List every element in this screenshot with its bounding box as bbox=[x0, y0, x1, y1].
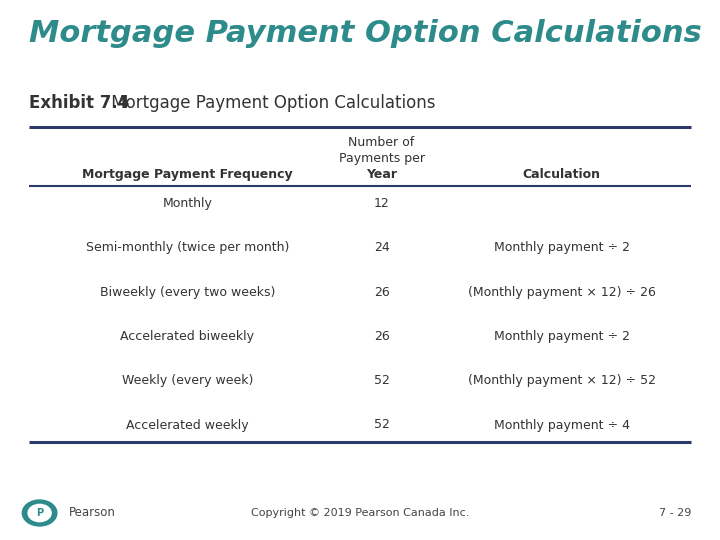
Text: Exhibit 7.4: Exhibit 7.4 bbox=[29, 94, 129, 112]
Text: Payments per: Payments per bbox=[338, 152, 425, 165]
Circle shape bbox=[28, 504, 51, 522]
Text: 52: 52 bbox=[374, 374, 390, 387]
Text: Biweekly (every two weeks): Biweekly (every two weeks) bbox=[99, 286, 275, 299]
Text: Mortgage Payment Option Calculations: Mortgage Payment Option Calculations bbox=[29, 19, 701, 48]
Text: Weekly (every week): Weekly (every week) bbox=[122, 374, 253, 387]
Text: Monthly payment ÷ 2: Monthly payment ÷ 2 bbox=[494, 241, 629, 254]
Text: Accelerated weekly: Accelerated weekly bbox=[126, 418, 248, 431]
Text: 26: 26 bbox=[374, 330, 390, 343]
Text: 26: 26 bbox=[374, 286, 390, 299]
Text: Semi-monthly (twice per month): Semi-monthly (twice per month) bbox=[86, 241, 289, 254]
Text: 24: 24 bbox=[374, 241, 390, 254]
Text: Copyright © 2019 Pearson Canada Inc.: Copyright © 2019 Pearson Canada Inc. bbox=[251, 508, 469, 518]
Text: P: P bbox=[36, 508, 43, 518]
Text: Accelerated biweekly: Accelerated biweekly bbox=[120, 330, 254, 343]
Text: Year: Year bbox=[366, 168, 397, 181]
Text: Mortgage Payment Frequency: Mortgage Payment Frequency bbox=[82, 168, 292, 181]
Text: 52: 52 bbox=[374, 418, 390, 431]
Text: Monthly payment ÷ 4: Monthly payment ÷ 4 bbox=[494, 418, 629, 431]
Text: Mortgage Payment Option Calculations: Mortgage Payment Option Calculations bbox=[106, 94, 436, 112]
Text: (Monthly payment × 12) ÷ 26: (Monthly payment × 12) ÷ 26 bbox=[468, 286, 655, 299]
Text: Monthly: Monthly bbox=[162, 197, 212, 210]
Text: Calculation: Calculation bbox=[523, 168, 600, 181]
Text: Pearson: Pearson bbox=[68, 507, 115, 519]
Text: 12: 12 bbox=[374, 197, 390, 210]
Text: Monthly payment ÷ 2: Monthly payment ÷ 2 bbox=[494, 330, 629, 343]
Circle shape bbox=[22, 500, 57, 526]
Text: Number of: Number of bbox=[348, 136, 415, 149]
Text: (Monthly payment × 12) ÷ 52: (Monthly payment × 12) ÷ 52 bbox=[467, 374, 656, 387]
Text: 7 - 29: 7 - 29 bbox=[659, 508, 691, 518]
